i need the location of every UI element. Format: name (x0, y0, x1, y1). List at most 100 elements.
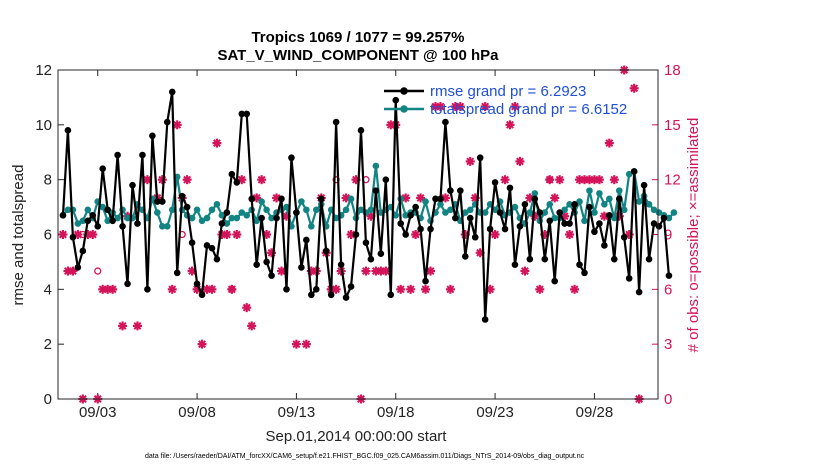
rmse-point (233, 179, 241, 186)
totalspread-point (576, 198, 583, 205)
asterisk-stroke (168, 285, 177, 294)
rmse-point (149, 132, 156, 140)
rmse-point (576, 261, 583, 268)
totalspread-point (298, 198, 305, 205)
totalspread-point (159, 222, 166, 230)
rmse-point (402, 231, 409, 238)
totalspread-point (238, 209, 246, 216)
rmse-point (561, 220, 568, 227)
rmse-point (442, 118, 449, 126)
totalspread-point (258, 198, 265, 205)
totalspread-point (615, 187, 623, 194)
obs-assimilated-point (88, 230, 98, 239)
totalspread-point (372, 162, 380, 170)
rmse-point (163, 118, 171, 126)
rmse-point (84, 217, 92, 225)
obs-assimilated-point (629, 83, 639, 93)
asterisk-stroke (118, 321, 127, 330)
y-axis-label: rmse and totalspread (10, 165, 27, 306)
rmse-point (303, 236, 310, 244)
y-axis-right: 0 3 6 9 12 15 18 (652, 62, 681, 408)
obs-assimilated-point (197, 339, 207, 349)
totalspread-point (620, 206, 628, 214)
x-tick-label: 09/13 (278, 404, 316, 421)
obs-assimilated-point (232, 230, 242, 239)
asterisk-stroke (381, 267, 390, 276)
obs-assimilated-point (609, 175, 619, 185)
x-axis-label: Sep.01,2014 00:00:00 start (266, 428, 448, 445)
obs-assimilated-point (465, 156, 475, 166)
asterisk-stroke (173, 120, 182, 129)
rmse-point (238, 110, 246, 118)
y-tick-label: 0 (44, 391, 52, 408)
obs-assimilated-point (346, 230, 356, 239)
totalspread-point (188, 214, 196, 222)
rmse-point (625, 275, 633, 282)
asterisk-stroke (446, 285, 455, 294)
asterisk-stroke (277, 267, 286, 276)
obs-possible-point (228, 285, 236, 293)
rmse-point (645, 255, 653, 263)
footer-data-file: data file: /Users/raeder/DAI/ATM_forcXX/… (145, 453, 585, 460)
totalspread-point (263, 206, 270, 214)
rmse-point (650, 220, 658, 227)
asterisk-stroke (605, 139, 614, 148)
asterisk-stroke (342, 193, 351, 202)
rmse-point (193, 280, 201, 288)
rmse-point (546, 217, 554, 225)
totalspread-point (422, 198, 429, 205)
rmse-point (94, 222, 102, 230)
rmse-point (427, 225, 434, 233)
rmse-point (283, 286, 290, 293)
rmse-point (457, 187, 464, 194)
obs-assimilated-point (291, 339, 301, 349)
rmse-point (591, 228, 598, 236)
obs-assimilated-point (361, 266, 371, 276)
rmse-point (397, 220, 405, 227)
rmse-point (606, 212, 613, 219)
asterisk-stroke (272, 193, 281, 202)
obs-assimilated-point (301, 339, 311, 349)
obs-assimilated-point (500, 175, 510, 185)
obs-assimilated-point (182, 175, 192, 185)
asterisk-stroke (366, 212, 375, 221)
totalspread-point (402, 212, 409, 219)
asterisk-stroke (511, 102, 519, 111)
rmse-point (258, 214, 265, 222)
rmse-point (571, 201, 578, 208)
rmse-point (461, 253, 469, 260)
totalspread-point (511, 203, 519, 211)
totalspread-point (581, 217, 588, 225)
totalspread-point (591, 209, 598, 216)
rmse-point (159, 198, 166, 205)
rmse-point (610, 255, 618, 263)
obs-possible-point (546, 176, 554, 184)
rmse-point (347, 283, 355, 290)
legend: rmse grand pr = 6.2923 totalspread grand… (384, 83, 627, 118)
obs-assimilated-point (604, 138, 614, 148)
rmse-point (154, 198, 161, 205)
rmse-point (178, 192, 186, 200)
asterisk-stroke (555, 175, 564, 184)
rmse-point (263, 258, 270, 266)
asterisk-stroke (59, 230, 67, 239)
rmse-point (665, 272, 673, 279)
obs-assimilated-point (157, 175, 167, 185)
rmse-point (382, 176, 390, 183)
totalspread-point (357, 206, 365, 214)
totalspread-point (104, 217, 111, 225)
x-axis: 09/03 09/08 09/13 09/18 09/23 09/28 (79, 70, 613, 421)
obs-assimilated-point (58, 230, 68, 239)
totalspread-series (59, 162, 678, 230)
asterisk-stroke (257, 175, 266, 184)
totalspread-point (347, 195, 355, 203)
rmse-point (392, 96, 400, 104)
rmse-point (620, 233, 628, 241)
totalspread-point (442, 209, 449, 216)
asterisk-stroke (108, 285, 117, 294)
y-tick-label: 12 (35, 62, 52, 79)
asterisk-stroke (133, 321, 142, 330)
rmse-point (471, 233, 479, 241)
chart-subtitle: SAT_V_WIND_COMPONENT @ 100 hPa (217, 47, 499, 64)
rmse-point (248, 195, 256, 203)
